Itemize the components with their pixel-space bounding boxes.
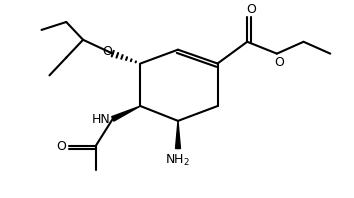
Polygon shape bbox=[112, 106, 141, 121]
Text: O: O bbox=[102, 45, 112, 58]
Text: NH$_2$: NH$_2$ bbox=[166, 152, 190, 168]
Text: O: O bbox=[274, 56, 284, 69]
Text: O: O bbox=[56, 140, 66, 153]
Text: O: O bbox=[246, 3, 256, 16]
Polygon shape bbox=[176, 121, 181, 148]
Text: HN: HN bbox=[92, 113, 111, 126]
